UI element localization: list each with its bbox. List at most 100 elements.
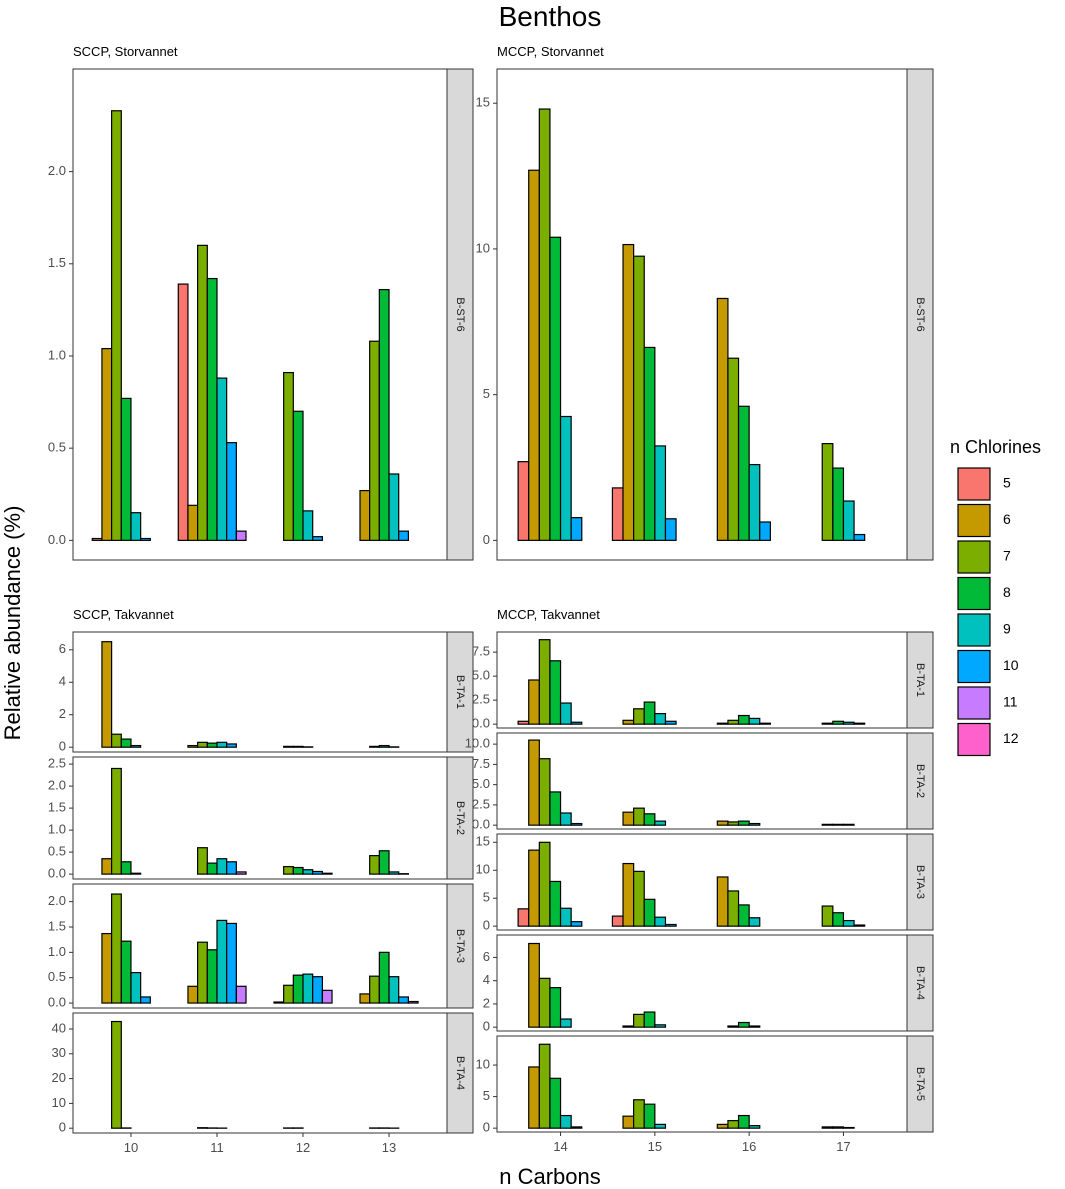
bar [111,733,122,748]
panel-border [496,934,908,1032]
y-tick-label: 0.5 [48,844,66,859]
bar [369,855,380,875]
bar [643,346,656,541]
facet-title: MCCP, Storvannet [497,44,604,59]
bar [748,717,761,725]
bar [842,721,855,725]
y-tick-label: 1.5 [48,255,66,270]
y-tick-label: 20 [52,1070,66,1085]
strip-label: B-TA-5 [914,1067,926,1101]
bar [737,1021,750,1028]
bar [748,822,761,826]
bar [120,738,132,748]
x-tick-label: 16 [742,1139,756,1154]
bar [302,869,314,875]
y-axis-label: Relative abundance (%) [0,506,25,741]
bar [378,951,390,1004]
facet-title: SCCP, Storvannet [73,44,178,59]
y-tick-label: 2.5 [48,756,66,771]
bar [197,244,208,541]
y-tick-label: 1.0 [48,347,66,362]
bar [664,923,677,927]
bar [206,949,218,1004]
bar [206,862,218,875]
bar [120,861,132,875]
legend-swatch [957,467,991,501]
bar [727,357,740,541]
bar [716,297,729,541]
y-tick-label: 40 [52,1020,66,1035]
strip-label: B-TA-3 [454,929,466,963]
legend-label: 6 [1003,511,1011,527]
strip-label: B-TA-2 [454,801,466,835]
strip-label: B-TA-2 [914,764,926,798]
bar [111,110,122,541]
bar [842,919,855,927]
strip-label: B-TA-1 [914,663,926,697]
y-tick-label: 10.0 [465,736,490,751]
strip-label: B-TA-1 [454,675,466,709]
bar [187,504,199,541]
y-tick-label: 0.0 [48,866,66,881]
x-tick-label: 10 [124,1140,138,1155]
bar [737,405,750,541]
y-tick-label: 6 [59,641,66,656]
bar [226,743,237,748]
bar [216,858,228,875]
bar [748,1025,761,1028]
chart-panels: SCCP, Storvannet B-ST-6 0.0 0.5 1.0 1.5 2.0 MCC… [48,44,934,1155]
bar [853,924,866,927]
facet-strip [446,631,474,753]
bar [528,679,540,725]
facet-panel: MCCP, Storvannet B-ST-6 0 5 10 15 [476,44,934,561]
bar [517,908,530,927]
bar [292,745,304,748]
bar [101,348,113,541]
bar [832,720,845,725]
bar [748,463,761,541]
y-tick-label: 0 [483,918,490,933]
bar [101,932,113,1004]
y-tick-label: 0 [59,739,66,754]
facet-panel: B-TA-2 0.0 2.5 5.0 7.5 10.0 [465,732,934,832]
bar [130,972,142,1004]
bar [302,973,314,1004]
bar [140,996,151,1004]
bar [197,741,208,748]
bar [321,872,333,875]
facet-strip [446,68,474,561]
y-tick-label: 0 [483,1120,490,1135]
bar [398,530,409,541]
bar [737,904,750,927]
bar [378,289,390,541]
bar [206,277,218,541]
bar [312,976,323,1004]
bar [197,847,208,875]
bar [853,722,866,725]
facet-strip [446,883,474,1009]
bar [622,719,635,725]
bar [321,989,333,1004]
bar [120,397,132,541]
bar [832,467,845,541]
panel-border [72,1012,448,1134]
y-tick-label: 0.0 [472,817,490,832]
bar [187,985,199,1004]
bar [559,907,572,927]
facet-panel: B-TA-3 0.0 0.5 1.0 1.5 2.0 [48,883,474,1009]
facet-strip [446,1012,474,1134]
strip-label: B-TA-3 [914,865,926,899]
bar [538,1043,551,1129]
bar [226,442,237,541]
bar [177,283,189,541]
bar [654,712,667,725]
y-tick-label: 1.0 [48,822,66,837]
facet-title: MCCP, Takvannet [497,607,600,622]
bar [559,702,572,725]
facet-panel: B-TA-3 0 5 10 15 [476,833,934,933]
bar [528,1066,540,1129]
bar [216,377,228,541]
bar [559,1114,572,1129]
y-tick-label: 0 [59,1120,66,1135]
legend-swatch [957,649,991,684]
